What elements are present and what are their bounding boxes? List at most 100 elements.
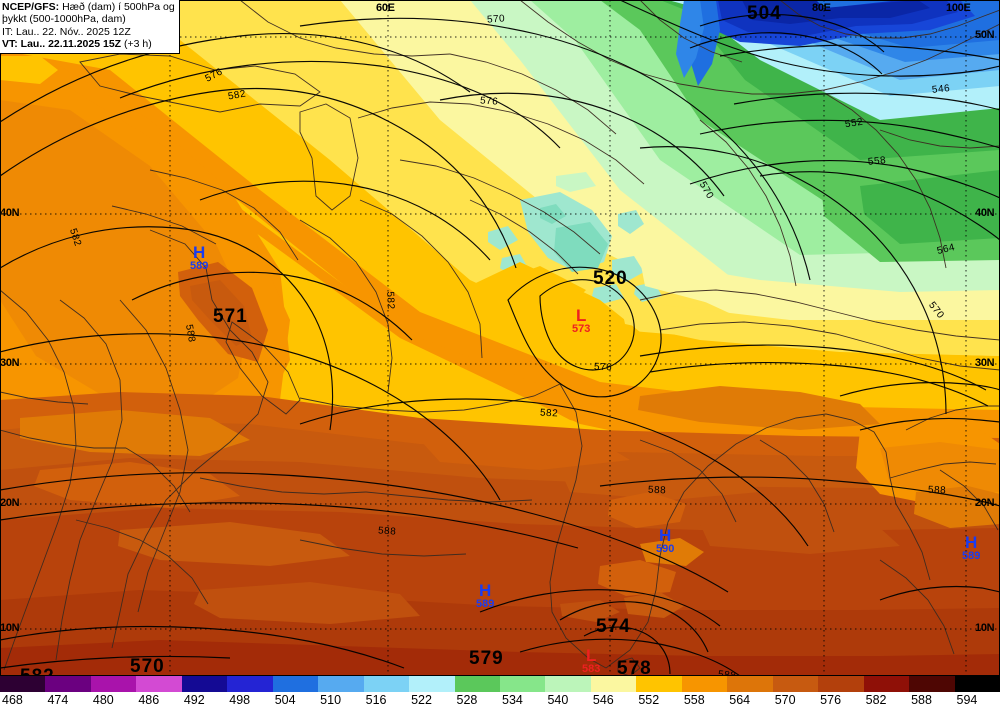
high-symbol: H	[479, 581, 492, 600]
colorbar-tick-label: 492	[183, 693, 205, 707]
colorbar-swatch	[863, 676, 910, 692]
high-value: 589	[476, 598, 495, 610]
high-centre: H 589	[190, 243, 209, 272]
colorbar-swatch	[45, 676, 91, 692]
lat-label-right: 40N	[975, 207, 995, 219]
low-centre: L 573	[572, 306, 590, 335]
info-line-2: þykkt (500-1000hPa, dam)	[2, 13, 126, 26]
colorbar-tick-label: 552	[638, 693, 660, 707]
high-value: 589	[190, 260, 209, 272]
map-canvas[interactable]: 60E 80E 100E 50N 40N 30N 20N 10N 50N 40N…	[0, 0, 1000, 676]
colorbar-tick-label: 588	[911, 693, 932, 707]
colorbar[interactable]: 468 474 480 486 492 498 504 510 516 522 528 534 540 5…	[0, 676, 1000, 709]
lon-label: 60E	[376, 2, 395, 14]
lat-label-right: 30N	[975, 357, 995, 369]
contour-label: 588	[927, 484, 947, 497]
colorbar-swatch	[818, 676, 864, 692]
contour-label: 558	[867, 155, 887, 168]
colorbar-swatch	[727, 676, 773, 692]
contour-label: 582	[384, 291, 396, 310]
colorbar-swatch	[954, 676, 1000, 692]
contour-label: 504	[747, 3, 782, 24]
contour-label: 546	[931, 83, 951, 96]
map-svg	[0, 0, 1000, 676]
contour-label: 576	[593, 361, 613, 374]
high-centre: H 589	[962, 533, 981, 562]
high-symbol: H	[965, 533, 978, 552]
info-line-1-text: Hæð (dam) í 500hPa og	[62, 1, 175, 13]
lat-label-left: 10N	[0, 622, 20, 634]
info-line-4: VT: Lau.. 22.11.2025 15Z (+3 h)	[2, 38, 175, 50]
colorbar-tick-label: 480	[92, 693, 114, 707]
colorbar-swatch	[318, 676, 364, 692]
colorbar-swatch	[454, 676, 500, 692]
colorbar-tick-label: 528	[456, 693, 478, 707]
colorbar-swatch	[590, 676, 637, 692]
high-value: 590	[656, 543, 675, 555]
high-symbol: H	[659, 526, 672, 545]
colorbar-swatches	[0, 676, 1000, 692]
contour-label: 571	[213, 306, 248, 327]
high-symbol: H	[193, 243, 206, 262]
contour-label: 574	[596, 616, 631, 637]
colorbar-swatch	[0, 676, 46, 692]
low-centre: L 583	[582, 646, 601, 675]
colorbar-tick-label: 468	[2, 693, 23, 707]
colorbar-tick-label: 582	[865, 693, 887, 707]
contour-label: 578	[617, 658, 652, 676]
colorbar-swatch	[499, 676, 546, 692]
colorbar-swatch	[909, 676, 955, 692]
colorbar-tick-label: 516	[365, 693, 387, 707]
colorbar-swatch	[681, 676, 728, 692]
colorbar-swatch	[636, 676, 682, 692]
info-model-label: NCEP/GFS:	[2, 1, 60, 13]
lat-label-left: 20N	[0, 497, 20, 509]
lon-label: 80E	[812, 2, 831, 14]
colorbar-swatch	[136, 676, 182, 692]
colorbar-tick-label: 576	[820, 693, 842, 707]
contour-label: 570	[130, 656, 165, 676]
low-symbol: L	[575, 306, 587, 325]
high-value: 589	[962, 550, 981, 562]
info-valid-offset: (+3 h)	[121, 38, 152, 51]
colorbar-swatch	[90, 676, 137, 692]
colorbar-tick-label: 486	[138, 693, 160, 707]
colorbar-tick-label: 498	[229, 693, 251, 707]
colorbar-swatch	[545, 676, 591, 692]
colorbar-swatch	[181, 676, 228, 692]
colorbar-ticks: 468 474 480 486 492 498 504 510 516 522 528 534 540 5…	[0, 692, 1000, 709]
info-valid-time: VT: Lau.. 22.11.2025 15Z	[2, 38, 122, 51]
contour-label: 570	[486, 13, 506, 26]
colorbar-tick-label: 546	[592, 693, 614, 707]
lat-label-right: 50N	[975, 29, 995, 41]
low-value: 583	[582, 663, 601, 675]
info-line-1: NCEP/GFS: Hæð (dam) í 500hPa og	[2, 1, 175, 13]
colorbar-tick-label: 570	[774, 693, 796, 707]
contour-label: 588	[377, 525, 397, 538]
low-symbol: L	[585, 646, 597, 665]
lat-label-left: 30N	[0, 357, 20, 369]
colorbar-tick-label: 522	[411, 693, 432, 707]
contour-label: 588	[647, 484, 667, 497]
lat-label-right: 10N	[975, 622, 995, 634]
colorbar-tick-label: 564	[729, 693, 751, 707]
colorbar-swatch	[272, 676, 319, 692]
colorbar-tick-label: 594	[956, 693, 978, 707]
colorbar-tick-label: 510	[320, 693, 342, 707]
colorbar-tick-label: 504	[274, 693, 296, 707]
colorbar-tick-label: 534	[502, 693, 523, 707]
colorbar-swatch	[409, 676, 455, 692]
colorbar-swatch	[363, 676, 410, 692]
contour-label: 576	[479, 95, 499, 108]
contour-label: 582	[539, 407, 559, 420]
contour-label: 582	[20, 666, 55, 676]
contour-label: 520	[593, 268, 628, 289]
lat-label-left: 40N	[0, 207, 20, 219]
info-line-3: IT: Lau.. 22. Nóv.. 2025 12Z	[2, 25, 131, 38]
colorbar-swatch	[227, 676, 273, 692]
colorbar-swatch	[772, 676, 819, 692]
high-centre: H 590	[656, 526, 675, 555]
colorbar-tick-label: 474	[47, 693, 69, 707]
lat-label-right: 20N	[975, 497, 995, 509]
